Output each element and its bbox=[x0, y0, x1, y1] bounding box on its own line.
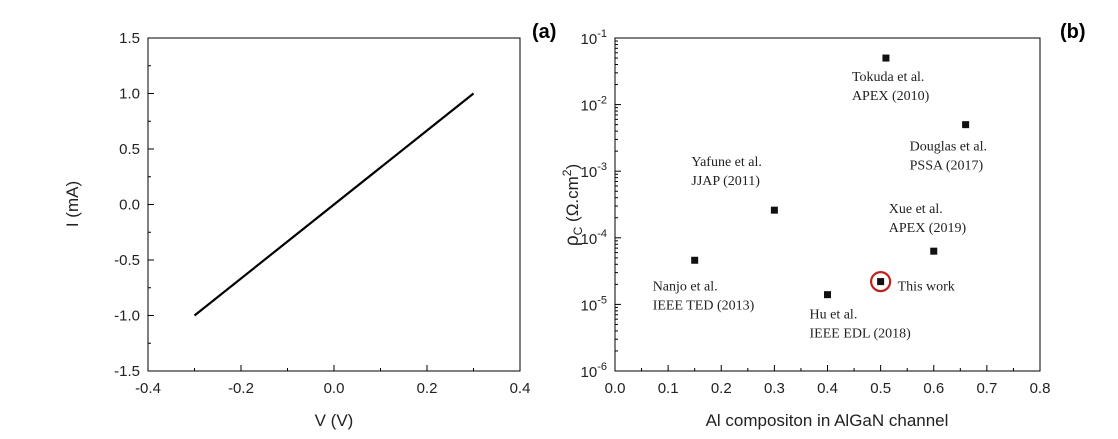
rc-x-tick-label: 0.8 bbox=[1030, 380, 1051, 397]
iv-x-tick-label: -0.2 bbox=[228, 380, 254, 397]
iv-y-axis-title: I (mA) bbox=[63, 181, 82, 227]
rc-point-annotation: Tokuda et al. APEX (2010) bbox=[852, 70, 930, 104]
rc-x-tick-label: 0.4 bbox=[817, 380, 838, 397]
rc-point-annotation: Xue et al. APEX (2019) bbox=[889, 202, 967, 236]
rc-x-tick-label: 0.6 bbox=[923, 380, 944, 397]
rc-data-point bbox=[962, 121, 970, 129]
rc-data-point bbox=[877, 278, 885, 286]
contact-resistivity-chart: 0.0 0.1 0.2 0.3 0.4 0.5 0.6 0.7 0.8 10-6 10-5 10-4… bbox=[560, 21, 1086, 430]
panel-label-a: (a) bbox=[532, 21, 556, 43]
iv-series-line bbox=[193, 92, 475, 317]
rc-point-annotation: Yafune et al. JJAP (2011) bbox=[691, 155, 762, 189]
rc-x-tick-label: 0.1 bbox=[658, 380, 679, 397]
rc-point-annotation: Nanjo et al. IEEE TED (2013) bbox=[653, 279, 755, 313]
rc-y-tick-label: 10-4 bbox=[581, 228, 607, 248]
iv-y-tick-label: 0.0 bbox=[119, 197, 140, 214]
rc-data-point bbox=[824, 291, 831, 299]
rc-x-tick-label: 0.0 bbox=[605, 380, 626, 397]
iv-y-tick-label: -1.0 bbox=[114, 308, 140, 325]
this-work-highlight-ring bbox=[870, 270, 892, 293]
rc-data-point bbox=[930, 247, 938, 255]
iv-chart: -0.4 -0.2 0.0 0.2 0.4 -1.5 -1.0 -0.5 0.0 0.5 1.0 1… bbox=[63, 21, 556, 430]
panel-label-b: (b) bbox=[1060, 21, 1086, 43]
rc-y-tick-label: 10-3 bbox=[581, 161, 607, 181]
rc-x-axis-title: Al compositon in AlGaN channel bbox=[706, 411, 949, 430]
rc-y-tick-label: 10-2 bbox=[581, 95, 607, 115]
rc-y-axis-rho: ρ bbox=[562, 235, 583, 246]
rc-x-tick-label: 0.7 bbox=[976, 380, 997, 397]
iv-y-tick-label: 0.5 bbox=[119, 141, 140, 158]
rc-y-axis-sub: C bbox=[571, 226, 585, 235]
iv-x-axis-title: V (V) bbox=[315, 411, 354, 430]
rc-y-tick-label: 10-6 bbox=[581, 361, 607, 381]
rc-point-annotation: Hu et al. IEEE EDL (2018) bbox=[810, 308, 912, 342]
rc-x-tick-label: 0.2 bbox=[711, 380, 732, 397]
iv-x-tick-label: 0.2 bbox=[417, 380, 438, 397]
rc-x-tick-label: 0.5 bbox=[870, 380, 891, 397]
rc-point-annotation: This work bbox=[898, 280, 955, 295]
rc-data-point bbox=[882, 54, 890, 62]
rc-data-point bbox=[691, 256, 699, 264]
rc-y-axis-title: ρC (Ω.cm2) bbox=[560, 164, 585, 246]
rc-y-tick-label: 10-1 bbox=[581, 28, 607, 48]
rc-y-axis-unit: (Ω.cm bbox=[563, 176, 582, 226]
iv-y-tick-label: -0.5 bbox=[114, 252, 140, 269]
iv-x-tick-label: 0.4 bbox=[510, 380, 531, 397]
iv-y-tick-label: -1.5 bbox=[114, 363, 140, 380]
rc-y-axis-sup: 2 bbox=[560, 169, 574, 176]
iv-x-tick-label: 0.0 bbox=[324, 380, 345, 397]
iv-x-tick-label: -0.4 bbox=[135, 380, 161, 397]
iv-y-tick-label: 1.5 bbox=[119, 30, 140, 47]
rc-y-axis-close: ) bbox=[563, 164, 582, 170]
rc-x-tick-label: 0.3 bbox=[764, 380, 785, 397]
rc-data-point bbox=[770, 206, 778, 214]
iv-y-tick-label: 1.0 bbox=[119, 86, 140, 103]
rc-point-annotation: Douglas et al. PSSA (2017) bbox=[910, 140, 987, 174]
rc-y-tick-label: 10-5 bbox=[581, 294, 607, 314]
